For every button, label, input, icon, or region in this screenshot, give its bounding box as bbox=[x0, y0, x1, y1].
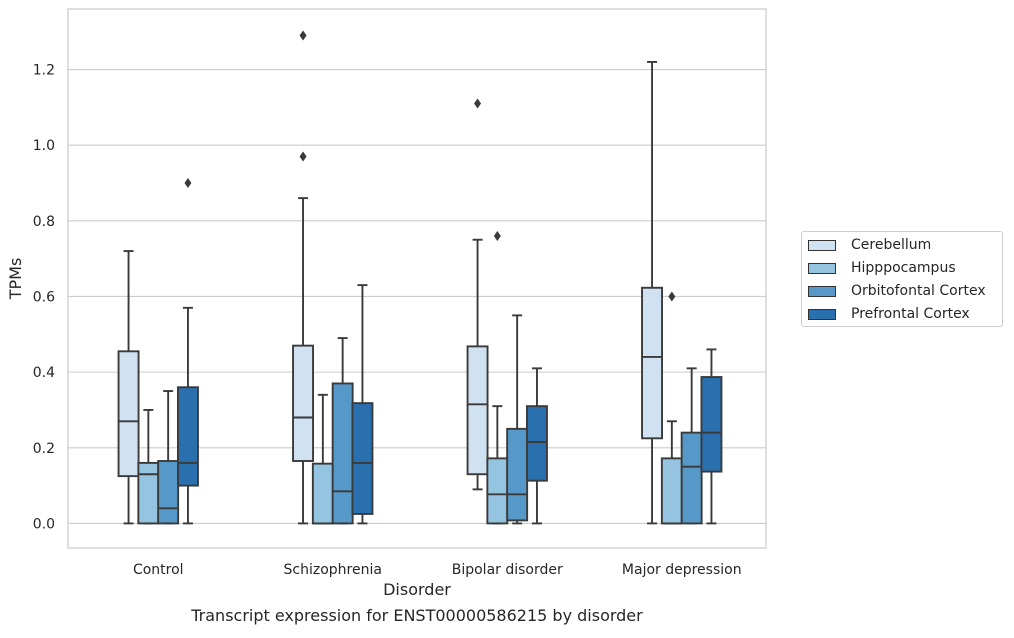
box-iqr bbox=[526, 405, 548, 482]
x-tick-label: Bipolar disorder bbox=[452, 562, 563, 578]
boxes bbox=[117, 30, 723, 525]
box-iqr bbox=[506, 427, 529, 522]
box-orbitofontal-cortex bbox=[331, 337, 354, 525]
y-tick-label: 0.2 bbox=[33, 441, 55, 457]
box-orbitofontal-cortex bbox=[157, 390, 180, 525]
x-tick-label: Control bbox=[133, 562, 184, 578]
legend: Cerebellum Hipppocampus Orbitofontal Corte… bbox=[801, 231, 1003, 327]
box-iqr bbox=[680, 431, 703, 525]
box-prefrontal-cortex bbox=[176, 177, 199, 525]
legend-label: Orbitofontal Cortex bbox=[851, 283, 986, 299]
y-tick-label: 0.6 bbox=[33, 289, 55, 305]
box-iqr bbox=[641, 286, 663, 440]
box-iqr bbox=[311, 462, 334, 525]
outlier-point bbox=[299, 151, 307, 162]
box-iqr bbox=[331, 382, 354, 525]
box-cerebellum bbox=[117, 250, 140, 525]
x-tick-labels: Control Schizophrenia Bipolar disorder Majo… bbox=[133, 562, 742, 578]
legend-item: Prefrontal Cortex bbox=[808, 304, 970, 324]
chart-caption: Transcript expression for ENST0000058621… bbox=[191, 606, 643, 625]
legend-swatch bbox=[808, 308, 836, 320]
y-tick-label: 1.0 bbox=[33, 138, 55, 154]
legend-item: Cerebellum bbox=[808, 235, 931, 255]
box-orbitofontal-cortex bbox=[680, 367, 703, 525]
outlier-point bbox=[184, 177, 192, 188]
box-hipppocampus bbox=[137, 408, 160, 525]
box-cerebellum bbox=[641, 61, 663, 525]
plot-frame bbox=[67, 8, 767, 549]
box-prefrontal-cortex bbox=[351, 284, 374, 525]
box-prefrontal-cortex bbox=[700, 348, 723, 525]
box-iqr bbox=[700, 376, 723, 473]
outlier-point bbox=[299, 30, 307, 41]
box-hipppocampus bbox=[311, 393, 334, 525]
box-orbitofontal-cortex bbox=[506, 314, 529, 525]
legend-item: Hipppocampus bbox=[808, 258, 956, 278]
legend-label: Cerebellum bbox=[851, 237, 932, 253]
x-axis-label: Disorder bbox=[383, 580, 451, 599]
box-cerebellum bbox=[292, 30, 314, 525]
legend-label: Hipppocampus bbox=[851, 260, 956, 276]
outlier-point bbox=[668, 291, 676, 302]
legend-swatch bbox=[808, 262, 836, 274]
box-iqr bbox=[176, 386, 199, 487]
box-iqr bbox=[137, 461, 160, 525]
box-iqr bbox=[486, 457, 509, 525]
outlier-point bbox=[474, 98, 482, 109]
box-iqr bbox=[157, 460, 180, 525]
y-tick-labels: 0.0 0.2 0.4 0.6 0.8 1.0 1.2 bbox=[33, 63, 55, 533]
box-cerebellum bbox=[466, 98, 489, 491]
y-tick-label: 0.8 bbox=[33, 214, 55, 230]
legend-label: Prefrontal Cortex bbox=[851, 306, 970, 322]
y-axis-label: TPMs bbox=[6, 258, 25, 301]
box-prefrontal-cortex bbox=[526, 367, 548, 525]
box-iqr bbox=[292, 344, 314, 462]
y-tick-label: 0.0 bbox=[33, 516, 55, 532]
legend-swatch bbox=[808, 239, 836, 251]
x-tick-label: Schizophrenia bbox=[284, 562, 382, 578]
box-hipppocampus bbox=[486, 230, 509, 525]
legend-item: Orbitofontal Cortex bbox=[808, 281, 986, 301]
y-tick-label: 0.4 bbox=[33, 365, 55, 381]
legend-swatch bbox=[808, 285, 836, 297]
y-tick-label: 1.2 bbox=[33, 63, 55, 79]
box-iqr bbox=[117, 350, 140, 478]
outlier-point bbox=[493, 230, 501, 241]
box-hipppocampus bbox=[660, 291, 683, 525]
box-iqr bbox=[466, 345, 489, 476]
x-tick-label: Major depression bbox=[622, 562, 742, 578]
box-iqr bbox=[660, 457, 683, 525]
box-iqr bbox=[351, 402, 374, 515]
